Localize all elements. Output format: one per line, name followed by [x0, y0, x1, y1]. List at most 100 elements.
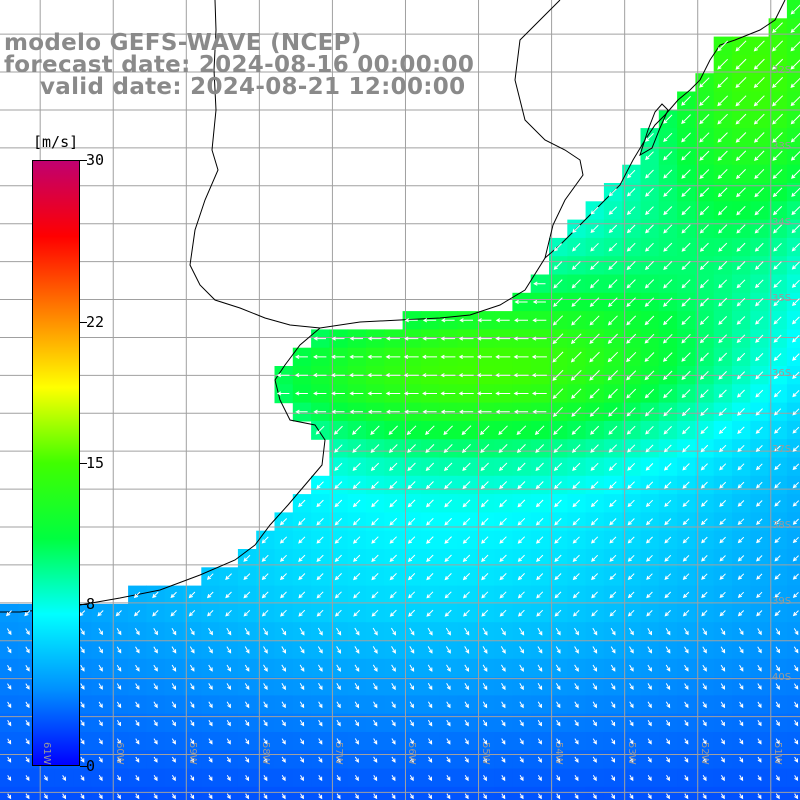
- wind-arrow: [552, 369, 564, 381]
- latitude-label: 37S: [772, 444, 792, 456]
- wind-arrow: [790, 95, 800, 107]
- wind-arrow: [682, 463, 690, 471]
- wind-arrow: [790, 150, 800, 161]
- wind-arrow: [316, 591, 324, 599]
- wind-arrow: [553, 279, 563, 289]
- wind-arrow: [98, 646, 103, 654]
- wind-arrow: [318, 738, 323, 745]
- wind-arrow: [422, 336, 437, 341]
- wind-arrow: [409, 683, 415, 691]
- wind-arrow: [367, 373, 382, 378]
- wind-arrow: [482, 701, 488, 709]
- wind-arrow: [461, 444, 471, 454]
- wind-arrow: [226, 756, 231, 763]
- wind-arrow: [422, 409, 437, 414]
- wind-arrow: [371, 573, 379, 581]
- wind-arrow: [774, 518, 781, 525]
- wind-arrow: [736, 224, 746, 234]
- wind-arrow: [519, 756, 524, 763]
- wind-arrow: [444, 517, 452, 526]
- wind-arrow: [629, 775, 634, 782]
- wind-arrow: [647, 738, 652, 745]
- wind-arrow: [739, 738, 744, 745]
- wind-arrow: [735, 40, 747, 52]
- wind-arrow: [391, 738, 396, 745]
- wind-arrow: [626, 169, 636, 179]
- wind-arrow: [499, 573, 507, 581]
- wind-arrow: [391, 701, 396, 709]
- wind-arrow: [516, 444, 526, 454]
- wind-arrow: [243, 573, 251, 581]
- wind-arrow: [663, 114, 673, 124]
- wind-arrow: [208, 775, 213, 782]
- wind-arrow: [794, 775, 799, 781]
- wind-arrow: [208, 627, 213, 636]
- wind-arrow: [501, 701, 506, 709]
- wind-arrow: [354, 646, 360, 654]
- wind-arrow: [354, 719, 360, 727]
- wind-arrow: [774, 555, 781, 562]
- wind-arrow: [757, 664, 762, 672]
- wind-arrow: [589, 388, 600, 399]
- wind-arrow: [554, 536, 562, 544]
- longitude-label: 52W: [698, 742, 710, 765]
- wind-arrow: [735, 95, 747, 107]
- speed-cell: [402, 786, 422, 800]
- wind-arrow: [500, 646, 506, 654]
- wind-arrow: [352, 462, 361, 471]
- wind-arrow: [316, 609, 324, 617]
- wind-arrow: [791, 224, 800, 234]
- wind-arrow: [629, 683, 634, 690]
- wind-arrow: [790, 4, 800, 15]
- colorbar-tick-mark: [80, 160, 87, 161]
- wind-arrow: [718, 242, 728, 252]
- wind-arrow: [737, 408, 745, 416]
- wind-arrow: [495, 354, 511, 359]
- wind-arrow: [720, 664, 726, 672]
- wind-arrow: [262, 627, 268, 636]
- wind-arrow: [773, 371, 782, 380]
- wind-arrow: [571, 297, 582, 307]
- wind-arrow: [792, 445, 800, 452]
- wind-arrow: [349, 391, 364, 396]
- wind-arrow: [553, 243, 563, 252]
- wind-arrow: [702, 628, 707, 636]
- wind-arrow: [336, 756, 341, 763]
- wind-arrow: [684, 701, 689, 709]
- wind-arrow: [444, 591, 452, 599]
- wind-arrow: [279, 518, 288, 526]
- wind-arrow: [80, 738, 85, 745]
- wind-arrow: [590, 425, 600, 435]
- wind-arrow: [626, 351, 637, 363]
- wind-arrow: [645, 187, 654, 197]
- wind-arrow: [663, 224, 673, 234]
- wind-arrow: [317, 627, 323, 636]
- wind-arrow: [317, 646, 323, 654]
- wind-arrow: [772, 187, 783, 198]
- wind-arrow: [409, 627, 415, 636]
- wind-arrow: [391, 775, 396, 782]
- wind-arrow: [389, 462, 398, 471]
- wind-arrow: [699, 187, 710, 198]
- wind-arrow: [281, 646, 287, 654]
- wind-arrow: [389, 609, 397, 617]
- wind-arrow: [791, 316, 800, 325]
- wind-arrow: [190, 738, 195, 745]
- wind-arrow: [225, 591, 232, 599]
- speed-cell: [549, 786, 568, 800]
- wind-arrow: [425, 444, 435, 454]
- wind-arrow: [644, 261, 654, 271]
- wind-arrow: [440, 373, 456, 378]
- speed-cell: [786, 494, 800, 513]
- wind-arrow: [446, 683, 451, 691]
- wind-arrow: [702, 701, 707, 709]
- wind-arrow: [299, 719, 305, 727]
- wind-arrow: [553, 444, 563, 453]
- wind-arrow: [500, 627, 506, 636]
- wind-arrow: [792, 500, 800, 507]
- wind-arrow: [790, 22, 800, 33]
- wind-arrow: [574, 683, 579, 690]
- wind-arrow: [556, 719, 561, 727]
- wind-arrow: [477, 318, 492, 323]
- longitude-label: 53W: [625, 742, 637, 765]
